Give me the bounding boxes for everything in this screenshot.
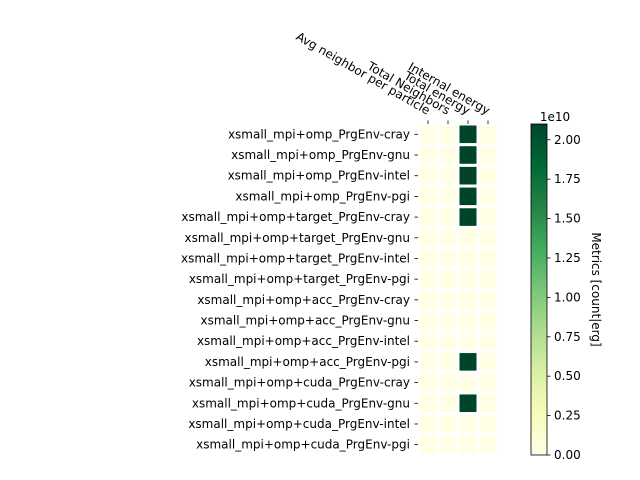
heatmap-cell <box>476 267 500 291</box>
heatmap-cell <box>436 308 460 333</box>
heatmap-cell <box>476 432 500 457</box>
heatmap-cell <box>456 329 480 354</box>
heatmap-cell <box>416 184 440 209</box>
y-tick-label: xsmall_mpi+omp_PrgEnv-cray <box>228 127 410 141</box>
heatmap-cell <box>436 370 460 395</box>
heatmap-cell <box>416 412 440 436</box>
heatmap-cell <box>416 225 440 250</box>
heatmap-cell <box>416 288 440 312</box>
heatmap-cell <box>476 163 500 188</box>
colorbar-tick-label: 1.25 <box>554 251 581 265</box>
heatmap-cell <box>436 350 460 374</box>
y-tick-label: xsmall_mpi+omp+cuda_PrgEnv-gnu <box>192 396 410 410</box>
heatmap-cell <box>456 432 480 457</box>
heatmap-cell <box>436 329 460 354</box>
y-tick-label: xsmall_mpi+omp+acc_PrgEnv-pgi <box>205 355 410 369</box>
heatmap-cell <box>416 267 440 291</box>
heatmap-cell <box>416 122 440 147</box>
heatmap-cell <box>476 350 500 374</box>
heatmap-cell <box>436 246 460 271</box>
heatmap-cell <box>476 288 500 312</box>
colorbar-tick-label: 2.00 <box>554 133 581 147</box>
heatmap-cell <box>416 143 440 167</box>
heatmap-cell <box>436 143 460 167</box>
heatmap-cell <box>476 308 500 333</box>
y-tick-label: xsmall_mpi+omp+target_PrgEnv-intel <box>181 251 410 265</box>
heatmap-cell <box>436 288 460 312</box>
heatmap-cell <box>416 350 440 374</box>
heatmap-cell <box>456 163 480 188</box>
heatmap-cell <box>416 391 440 416</box>
heatmap-cell <box>436 391 460 416</box>
heatmap-cell <box>416 329 440 354</box>
heatmap-cell <box>436 184 460 209</box>
y-tick-label: xsmall_mpi+omp_PrgEnv-pgi <box>235 189 410 203</box>
colorbar: 0.00 0.25 0.50 0.75 1.00 1.25 1.50 1.75 2.00 1e10… <box>530 110 603 462</box>
heatmap-cell <box>476 391 500 416</box>
heatmap-cell <box>436 122 460 147</box>
heatmap-cell <box>416 308 440 333</box>
colorbar-tick-label: 1.00 <box>554 290 581 304</box>
colorbar-tick-label: 0.75 <box>554 330 581 344</box>
heatmap-cell <box>416 163 440 188</box>
heatmap-cell <box>456 288 480 312</box>
heatmap-cell <box>436 412 460 436</box>
heatmap-cell <box>456 246 480 271</box>
heatmap-cell <box>476 246 500 271</box>
y-tick-label: xsmall_mpi+omp+acc_PrgEnv-gnu <box>200 314 410 328</box>
heatmap-cell <box>436 225 460 250</box>
heatmap-cell <box>436 163 460 188</box>
y-tick-label: xsmall_mpi+omp+target_PrgEnv-pgi <box>189 272 410 286</box>
y-tick-label: xsmall_mpi+omp+target_PrgEnv-cray <box>181 210 410 224</box>
heatmap-cell <box>456 184 480 209</box>
y-tick-label: xsmall_mpi+omp+acc_PrgEnv-intel <box>197 334 410 348</box>
heatmap-cell <box>436 205 460 229</box>
heatmap-cell <box>476 329 500 354</box>
heatmap-cell <box>456 225 480 250</box>
heatmap-cell <box>416 370 440 395</box>
heatmap-cell <box>416 205 440 229</box>
y-tick-label: xsmall_mpi+omp_PrgEnv-intel <box>228 169 410 183</box>
heatmap-cell <box>456 205 480 229</box>
heatmap-cell <box>476 205 500 229</box>
colorbar-bar <box>530 123 548 456</box>
heatmap-cell <box>456 350 480 374</box>
y-tick-label: xsmall_mpi+omp+cuda_PrgEnv-intel <box>188 417 410 431</box>
y-tick-label: xsmall_mpi+omp+target_PrgEnv-gnu <box>185 231 410 245</box>
heatmap-cell <box>456 412 480 436</box>
colorbar-tick-label: 0.00 <box>554 448 581 462</box>
heatmap-cell <box>476 122 500 147</box>
y-tick-label: xsmall_mpi+omp+acc_PrgEnv-cray <box>197 293 410 307</box>
colorbar-tick-label: 1.50 <box>554 212 581 226</box>
heatmap-cell <box>476 412 500 436</box>
colorbar-tick-label: 0.50 <box>554 369 581 383</box>
y-axis-ticks: xsmall_mpi+omp_PrgEnv-cray xsmall_mpi+omp… <box>181 127 418 452</box>
heatmap-cell <box>456 267 480 291</box>
heatmap-cell <box>436 432 460 457</box>
colorbar-label: Metrics [count|erg] <box>589 232 603 346</box>
y-tick-label: xsmall_mpi+omp+cuda_PrgEnv-cray <box>189 376 410 390</box>
heatmap-cells <box>416 122 500 457</box>
heatmap-cell <box>456 122 480 147</box>
heatmap-cell <box>416 432 440 457</box>
y-tick-label: xsmall_mpi+omp+cuda_PrgEnv-pgi <box>196 438 410 452</box>
heatmap-cell <box>456 308 480 333</box>
colorbar-tick-label: 1.75 <box>554 172 581 186</box>
colorbar-tick-label: 0.25 <box>554 409 581 423</box>
heatmap-cell <box>456 391 480 416</box>
heatmap-cell <box>476 225 500 250</box>
heatmap-cell <box>416 246 440 271</box>
heatmap-cell <box>476 370 500 395</box>
heatmap-cell <box>456 370 480 395</box>
heatmap-cell <box>436 267 460 291</box>
heatmap-cell <box>476 184 500 209</box>
heatmap-cell <box>476 143 500 167</box>
colorbar-offset-label: 1e10 <box>540 110 570 124</box>
heatmap-cell <box>456 143 480 167</box>
y-tick-label: xsmall_mpi+omp_PrgEnv-gnu <box>231 148 410 162</box>
